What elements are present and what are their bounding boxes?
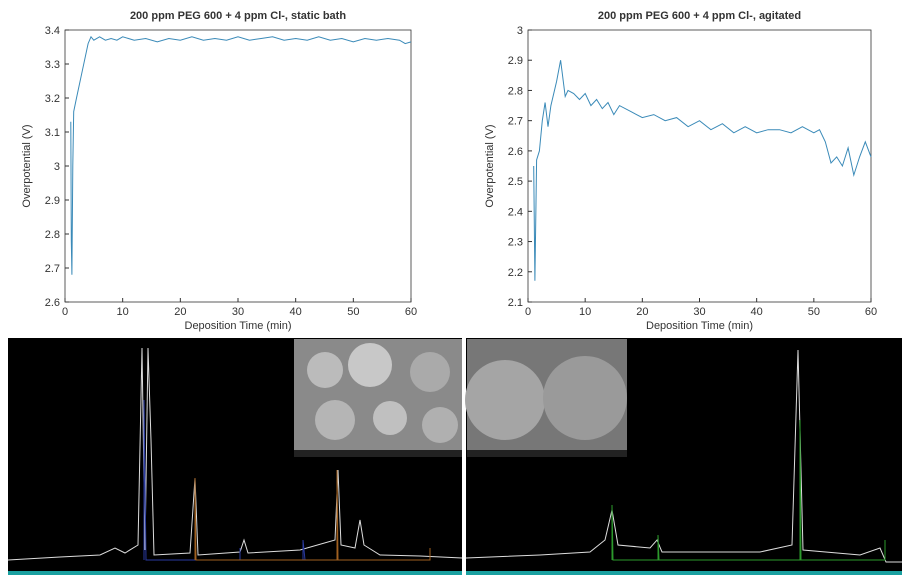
x-tick-label: 30 <box>232 306 244 318</box>
x-tick-label: 50 <box>347 306 359 318</box>
chart-title: 200 ppm PEG 600 + 4 ppm Cl-, agitated <box>598 10 801 22</box>
y-tick-label: 2.1 <box>508 297 523 309</box>
x-tick-label: 0 <box>525 306 531 318</box>
y-axis-label: Overpotential (V) <box>484 124 496 207</box>
chart: 200 ppm PEG 600 + 4 ppm Cl-, static bath… <box>21 10 417 332</box>
chart: 200 ppm PEG 600 + 4 ppm Cl-, agitated 2.1… <box>484 10 877 332</box>
y-tick-label: 2.9 <box>508 55 523 67</box>
x-axis-label: Deposition Time (min) <box>646 320 753 332</box>
y-tick-label: 2.6 <box>45 297 60 309</box>
data-line <box>533 60 872 281</box>
x-tick-label: 50 <box>808 306 820 318</box>
x-tick-label: 60 <box>405 306 417 318</box>
y-tick-label: 3 <box>54 161 60 173</box>
y-tick-label: 3.1 <box>45 127 60 139</box>
x-tick-label: 20 <box>636 306 648 318</box>
y-tick-label: 3.4 <box>45 25 60 37</box>
y-tick-label: 2.8 <box>45 229 60 241</box>
y-tick-label: 2.7 <box>45 263 60 275</box>
y-tick-label: 2.3 <box>508 237 523 249</box>
y-axis-label: Overpotential (V) <box>21 124 33 207</box>
chart-title: 200 ppm PEG 600 + 4 ppm Cl-, static bath <box>130 10 346 22</box>
x-tick-label: 10 <box>117 306 129 318</box>
y-tick-label: 2.5 <box>508 176 523 188</box>
spectrum-panel-right <box>465 338 902 575</box>
x-tick-label: 60 <box>865 306 877 318</box>
y-tick-label: 2.2 <box>508 267 523 279</box>
y-tick-label: 2.9 <box>45 195 60 207</box>
x-tick-label: 20 <box>174 306 186 318</box>
plot-area <box>64 29 412 303</box>
y-tick-label: 3.3 <box>45 59 60 71</box>
x-tick-label: 40 <box>751 306 763 318</box>
y-tick-label: 3 <box>517 25 523 37</box>
x-tick-label: 10 <box>579 306 591 318</box>
y-tick-label: 3.2 <box>45 93 60 105</box>
y-tick-label: 2.8 <box>508 85 523 97</box>
y-tick-label: 2.4 <box>508 206 523 218</box>
x-tick-label: 30 <box>693 306 705 318</box>
data-line <box>70 35 412 275</box>
plot-area <box>527 29 872 303</box>
x-tick-label: 0 <box>62 306 68 318</box>
y-tick-label: 2.6 <box>508 146 523 158</box>
x-axis-label: Deposition Time (min) <box>185 320 292 332</box>
spectrum-panel-left <box>7 338 463 575</box>
x-tick-label: 40 <box>290 306 302 318</box>
y-tick-label: 2.7 <box>508 116 523 128</box>
